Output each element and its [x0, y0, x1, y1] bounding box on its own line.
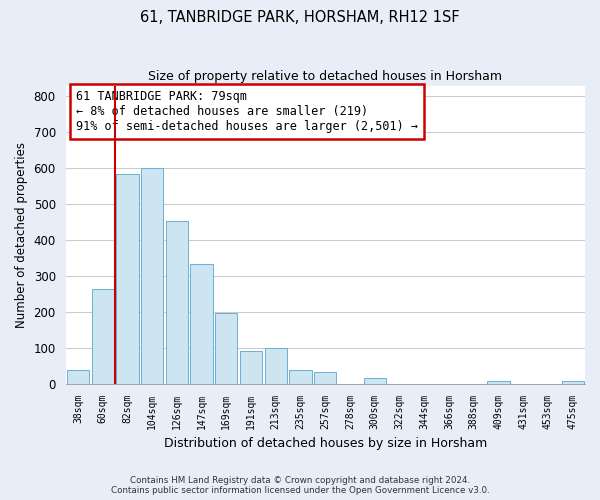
Bar — [166, 221, 188, 384]
Title: Size of property relative to detached houses in Horsham: Size of property relative to detached ho… — [148, 70, 502, 83]
Bar — [67, 370, 89, 384]
Bar — [314, 372, 337, 384]
Bar — [265, 348, 287, 384]
Bar — [92, 288, 114, 384]
Bar — [487, 381, 509, 384]
Bar — [289, 370, 311, 384]
Text: Contains HM Land Registry data © Crown copyright and database right 2024.
Contai: Contains HM Land Registry data © Crown c… — [110, 476, 490, 495]
Y-axis label: Number of detached properties: Number of detached properties — [15, 142, 28, 328]
Bar — [562, 381, 584, 384]
Bar — [190, 264, 213, 384]
Bar — [141, 168, 163, 384]
Bar — [116, 174, 139, 384]
Text: 61, TANBRIDGE PARK, HORSHAM, RH12 1SF: 61, TANBRIDGE PARK, HORSHAM, RH12 1SF — [140, 10, 460, 25]
Bar — [364, 378, 386, 384]
X-axis label: Distribution of detached houses by size in Horsham: Distribution of detached houses by size … — [164, 437, 487, 450]
Bar — [215, 313, 238, 384]
Text: 61 TANBRIDGE PARK: 79sqm
← 8% of detached houses are smaller (219)
91% of semi-d: 61 TANBRIDGE PARK: 79sqm ← 8% of detache… — [76, 90, 418, 133]
Bar — [240, 351, 262, 384]
